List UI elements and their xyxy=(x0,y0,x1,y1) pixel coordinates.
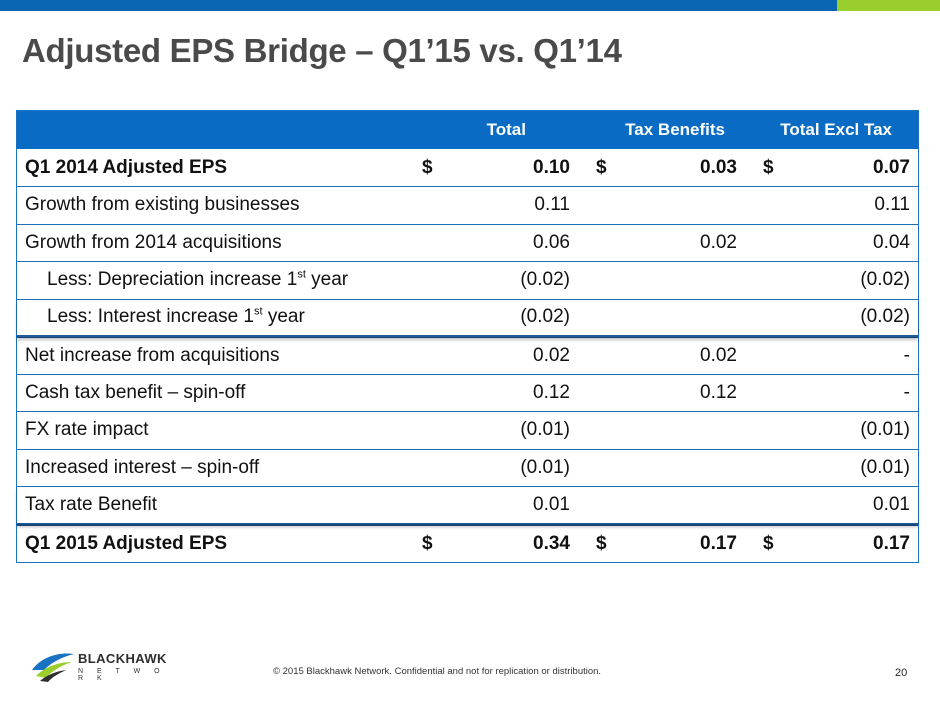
header-tax-benefits: Tax Benefits xyxy=(625,120,725,139)
cell-excl: 0.11 xyxy=(874,194,910,216)
currency-symbol: $ xyxy=(596,532,607,554)
cell-tax: 0.02 xyxy=(700,231,737,253)
row-label: Growth from existing businesses xyxy=(25,194,300,216)
cell-total: 0.01 xyxy=(533,493,570,515)
table-row: Q1 2015 Adjusted EPS $0.34 $0.17 $0.17 xyxy=(17,524,918,562)
cell-total: $0.34 xyxy=(404,524,578,562)
cell-total: $0.10 xyxy=(404,149,578,187)
row-label: Q1 2015 Adjusted EPS xyxy=(25,532,228,554)
cell-total: 0.11 xyxy=(534,194,570,216)
cell-tax xyxy=(578,449,745,487)
cell-total: (0.01) xyxy=(520,456,570,478)
row-label: Cash tax benefit – spin-off xyxy=(25,381,246,403)
cell-total: (0.01) xyxy=(520,419,570,441)
top-accent-bar xyxy=(837,0,940,11)
cell-excl: - xyxy=(903,381,910,403)
row-label: Growth from 2014 acquisitions xyxy=(25,231,282,253)
table-row: FX rate impact (0.01) (0.01) xyxy=(17,412,918,450)
cell-excl: - xyxy=(903,344,910,366)
cell-tax xyxy=(578,487,745,525)
cell-excl: 0.04 xyxy=(873,231,910,253)
table-row: Growth from 2014 acquisitions 0.06 0.02 … xyxy=(17,224,918,262)
blackhawk-logo: BLACKHAWK N E T W O R K xyxy=(30,648,180,688)
table-row: Less: Depreciation increase 1st year (0.… xyxy=(17,262,918,300)
cell-total: 0.12 xyxy=(533,381,570,403)
table-row: Growth from existing businesses 0.11 0.1… xyxy=(17,187,918,225)
row-label: Increased interest – spin-off xyxy=(25,456,260,478)
cell-excl: $0.17 xyxy=(745,524,918,562)
cell-excl: (0.02) xyxy=(860,306,910,328)
logo-subtext: N E T W O R K xyxy=(78,668,166,682)
table-header-row: Total Tax Benefits Total Excl Tax xyxy=(17,111,918,149)
table-row: Q1 2014 Adjusted EPS $0.10 $0.03 $0.07 xyxy=(17,149,918,187)
cell-tax: 0.02 xyxy=(700,344,737,366)
row-label: FX rate impact xyxy=(25,419,149,441)
page-number: 20 xyxy=(895,667,908,679)
header-total: Total xyxy=(486,120,526,139)
eps-bridge-table: Total Tax Benefits Total Excl Tax Q1 201… xyxy=(16,110,919,563)
cell-total: (0.02) xyxy=(520,306,570,328)
header-total-excl-tax: Total Excl Tax xyxy=(780,120,892,139)
logo-wordmark: BLACKHAWK xyxy=(78,651,167,666)
cell-excl: (0.02) xyxy=(860,269,910,291)
table-row: Less: Interest increase 1st year (0.02) … xyxy=(17,299,918,337)
confidentiality-footer: © 2015 Blackhawk Network. Confidential a… xyxy=(273,666,602,677)
table-row: Increased interest – spin-off (0.01) (0.… xyxy=(17,449,918,487)
cell-excl: (0.01) xyxy=(860,419,910,441)
row-label: Q1 2014 Adjusted EPS xyxy=(25,156,228,178)
cell-tax xyxy=(578,299,745,337)
currency-symbol: $ xyxy=(763,156,774,178)
cell-tax xyxy=(578,262,745,300)
cell-tax xyxy=(578,412,745,450)
cell-tax: $0.17 xyxy=(578,524,745,562)
row-label: Less: Depreciation increase 1st year xyxy=(47,268,349,291)
cell-tax: $0.03 xyxy=(578,149,745,187)
table-row: Cash tax benefit – spin-off 0.12 0.12 - xyxy=(17,374,918,412)
cell-excl: (0.01) xyxy=(860,456,910,478)
row-label: Less: Interest increase 1st year xyxy=(47,305,305,328)
cell-total: 0.02 xyxy=(533,344,570,366)
currency-symbol: $ xyxy=(422,532,433,554)
cell-total: (0.02) xyxy=(520,269,570,291)
hawk-swoosh-icon xyxy=(32,653,74,682)
currency-symbol: $ xyxy=(422,156,433,178)
cell-total: 0.06 xyxy=(533,231,570,253)
top-brand-bar xyxy=(0,0,940,11)
slide-title: Adjusted EPS Bridge – Q1’15 vs. Q1’14 xyxy=(22,32,622,69)
row-label: Tax rate Benefit xyxy=(25,493,158,515)
table-row: Net increase from acquisitions 0.02 0.02… xyxy=(17,337,918,374)
cell-excl: $0.07 xyxy=(745,149,918,187)
row-label: Net increase from acquisitions xyxy=(25,344,280,366)
currency-symbol: $ xyxy=(596,156,607,178)
cell-excl: 0.01 xyxy=(873,493,910,515)
header-blank xyxy=(17,111,404,149)
cell-tax xyxy=(578,187,745,225)
currency-symbol: $ xyxy=(763,532,774,554)
table-row: Tax rate Benefit 0.01 0.01 xyxy=(17,487,918,525)
cell-tax: 0.12 xyxy=(700,381,737,403)
